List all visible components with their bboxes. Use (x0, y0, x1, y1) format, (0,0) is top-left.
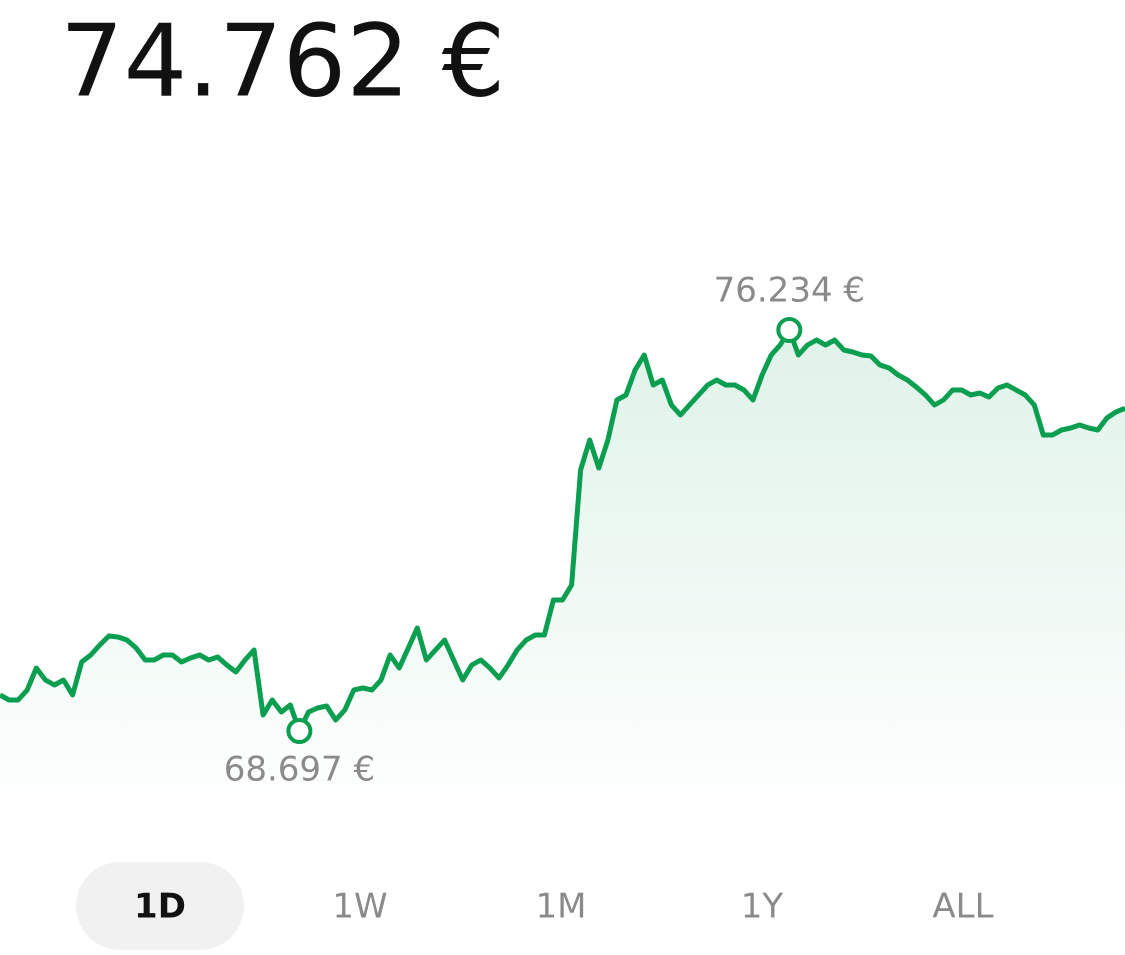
max-label: 76.234 € (714, 271, 865, 311)
range-button[interactable]: 1W (332, 887, 387, 927)
price-title: 74.762 € (60, 2, 505, 119)
price-line (0, 327, 1125, 734)
min-marker (286, 718, 313, 744)
max-marker (776, 317, 803, 343)
min-label: 68.697 € (224, 750, 375, 790)
range-button[interactable]: 1Y (741, 887, 784, 927)
area-fill (0, 330, 1125, 820)
range-button[interactable]: 1M (536, 887, 587, 927)
range-button[interactable]: 1D (134, 887, 186, 927)
range-button[interactable]: ALL (932, 887, 993, 927)
range-selected-bg (76, 862, 244, 950)
